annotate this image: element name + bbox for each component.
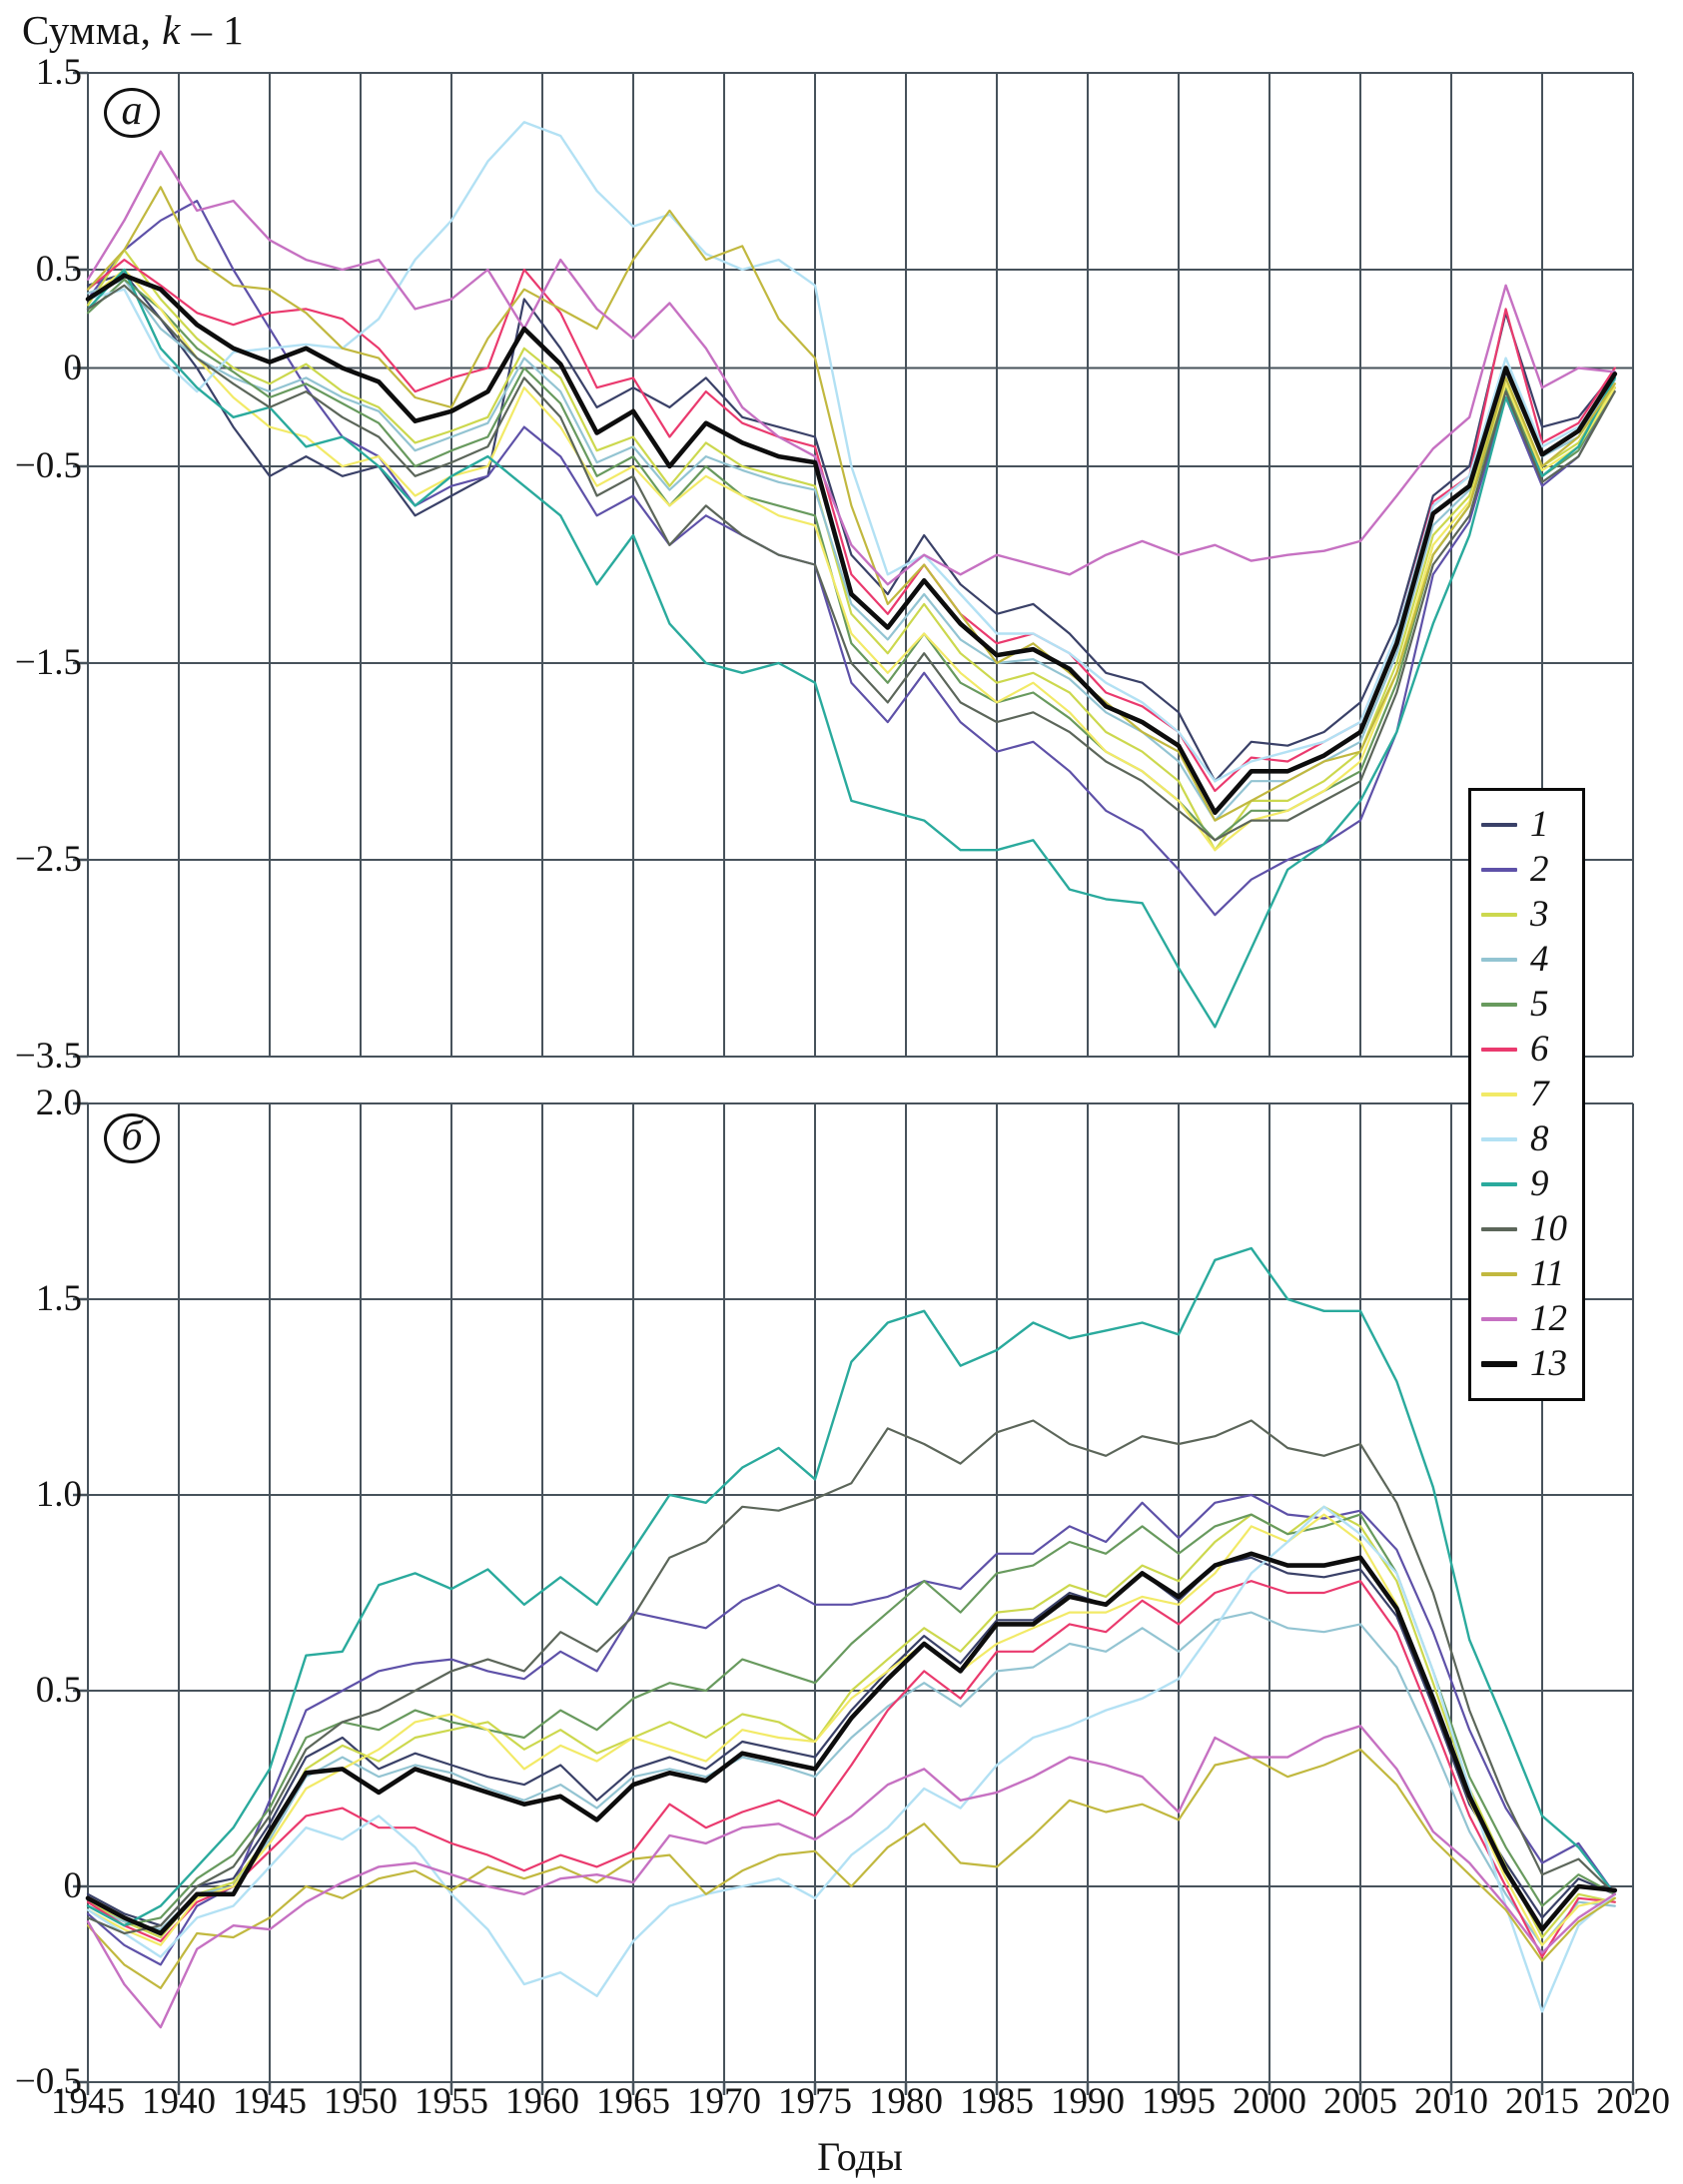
x-tick-label: 1945 <box>51 2081 125 2122</box>
x-tick-label: 2000 <box>1233 2081 1306 2122</box>
series-line-12-a <box>86 150 1617 586</box>
x-tick-label: 1945 <box>233 2081 307 2122</box>
series-line-1-b <box>86 1556 1616 1927</box>
legend-item-label: 1 <box>1530 804 1549 845</box>
y-tick-label: 1.5 <box>35 52 82 93</box>
legend-line-swatch <box>1481 1182 1517 1186</box>
legend-line-swatch <box>1481 1227 1517 1231</box>
series-line-2-a <box>86 200 1616 917</box>
x-tick-label: 2020 <box>1596 2081 1670 2122</box>
legend-item-label: 13 <box>1530 1343 1567 1384</box>
series-line-1-a <box>86 272 1616 783</box>
legend-item-label: 10 <box>1530 1208 1567 1249</box>
legend-line-swatch <box>1481 1092 1517 1096</box>
legend-line-swatch <box>1481 958 1517 962</box>
x-tick-label: 2015 <box>1505 2081 1579 2122</box>
legend-line-swatch <box>1481 868 1517 872</box>
y-tick-label: 0 <box>63 1865 83 1906</box>
legend-item-label: 8 <box>1530 1118 1549 1159</box>
y-tick-label: 0.5 <box>35 249 82 290</box>
x-tick-label: 1985 <box>960 2081 1034 2122</box>
legend-item-5: 5 <box>1481 985 1576 1025</box>
panel-b-label: б <box>104 1113 160 1163</box>
y-tick-label: −1.5 <box>14 642 82 683</box>
legend-line-swatch <box>1481 1137 1517 1141</box>
series-line-6-b <box>86 1580 1616 1958</box>
y-tick-label: −3.5 <box>14 1036 82 1077</box>
legend-item-label: 5 <box>1530 984 1549 1025</box>
y-axis-title: Сумма, k – 1 <box>22 7 245 53</box>
y-tick-label: −0.5 <box>14 445 82 486</box>
series-line-9-b <box>86 1246 1617 1927</box>
legend-item-label: 11 <box>1530 1253 1565 1294</box>
legend-item-label: 7 <box>1530 1074 1549 1114</box>
legend-line-swatch <box>1481 1317 1517 1321</box>
x-tick-label: 1965 <box>596 2081 670 2122</box>
y-tick-label: −0.5 <box>14 2061 82 2102</box>
legend-item-4: 4 <box>1481 940 1576 980</box>
x-axis-title: Годы <box>817 2134 903 2179</box>
x-tick-label: 1970 <box>687 2081 761 2122</box>
y-tick-label: 1.5 <box>35 1278 82 1319</box>
series-line-9-a <box>86 268 1617 1029</box>
legend-item-label: 9 <box>1530 1163 1549 1204</box>
y-tick-label: 2.0 <box>35 1083 82 1123</box>
x-tick-label: 1950 <box>324 2081 398 2122</box>
series-line-2-b <box>86 1493 1616 1966</box>
x-tick-label: 1940 <box>142 2081 216 2122</box>
legend-item-11: 11 <box>1481 1254 1576 1294</box>
series-line-5-a <box>86 278 1616 842</box>
legend-item-1: 1 <box>1481 805 1576 845</box>
x-tick-label: 2010 <box>1414 2081 1488 2122</box>
series-line-3-b <box>86 1505 1616 1939</box>
legend-line-swatch <box>1481 1361 1517 1367</box>
series-line-7-a <box>86 268 1616 852</box>
legend-item-label: 4 <box>1530 939 1549 980</box>
x-tick-label: 1960 <box>505 2081 579 2122</box>
legend-line-swatch <box>1481 1048 1517 1052</box>
x-tick-label: 2005 <box>1323 2081 1397 2122</box>
x-tick-label: 1980 <box>869 2081 943 2122</box>
x-tick-label: 1990 <box>1051 2081 1125 2122</box>
y-tick-label: 0 <box>63 347 83 388</box>
series-line-12-b <box>86 1725 1617 2029</box>
legend-item-7: 7 <box>1481 1075 1576 1114</box>
legend-item-3: 3 <box>1481 895 1576 935</box>
series-line-8-b <box>86 1505 1617 2013</box>
legend-item-2: 2 <box>1481 850 1576 890</box>
y-tick-label: 0.5 <box>35 1670 82 1711</box>
legend-line-swatch <box>1481 913 1517 917</box>
legend-item-13: 13 <box>1481 1344 1576 1384</box>
x-tick-label: 1975 <box>778 2081 852 2122</box>
panel-a-label: a <box>104 88 160 138</box>
series-line-13-b <box>85 1551 1618 1936</box>
series-line-7-b <box>86 1513 1616 1946</box>
legend-item-10: 10 <box>1481 1209 1576 1249</box>
legend-box: 1 2 3 4 5 6 7 8 9 10 11 12 13 <box>1468 788 1585 1401</box>
series-line-11-b <box>86 1748 1616 1990</box>
legend-line-swatch <box>1481 823 1517 827</box>
legend-line-swatch <box>1481 1003 1517 1007</box>
series-line-13-a <box>85 273 1618 816</box>
series-line-11-a <box>86 186 1616 822</box>
legend-item-label: 2 <box>1530 849 1549 890</box>
legend-item-8: 8 <box>1481 1119 1576 1159</box>
series-line-4-b <box>86 1611 1616 1946</box>
legend-item-label: 3 <box>1530 894 1549 935</box>
y-tick-label: −2.5 <box>14 839 82 880</box>
legend-item-12: 12 <box>1481 1299 1576 1339</box>
series-line-10-b <box>86 1419 1616 1935</box>
legend-line-swatch <box>1481 1272 1517 1276</box>
x-tick-label: 1955 <box>415 2081 488 2122</box>
series-line-4-a <box>86 278 1616 822</box>
series-line-10-a <box>86 284 1616 842</box>
legend-item-9: 9 <box>1481 1164 1576 1204</box>
y-tick-label: 1.0 <box>35 1474 82 1515</box>
x-tick-label: 1995 <box>1142 2081 1216 2122</box>
legend-item-label: 12 <box>1530 1298 1567 1339</box>
legend-item-6: 6 <box>1481 1030 1576 1070</box>
legend-item-label: 6 <box>1530 1029 1549 1070</box>
